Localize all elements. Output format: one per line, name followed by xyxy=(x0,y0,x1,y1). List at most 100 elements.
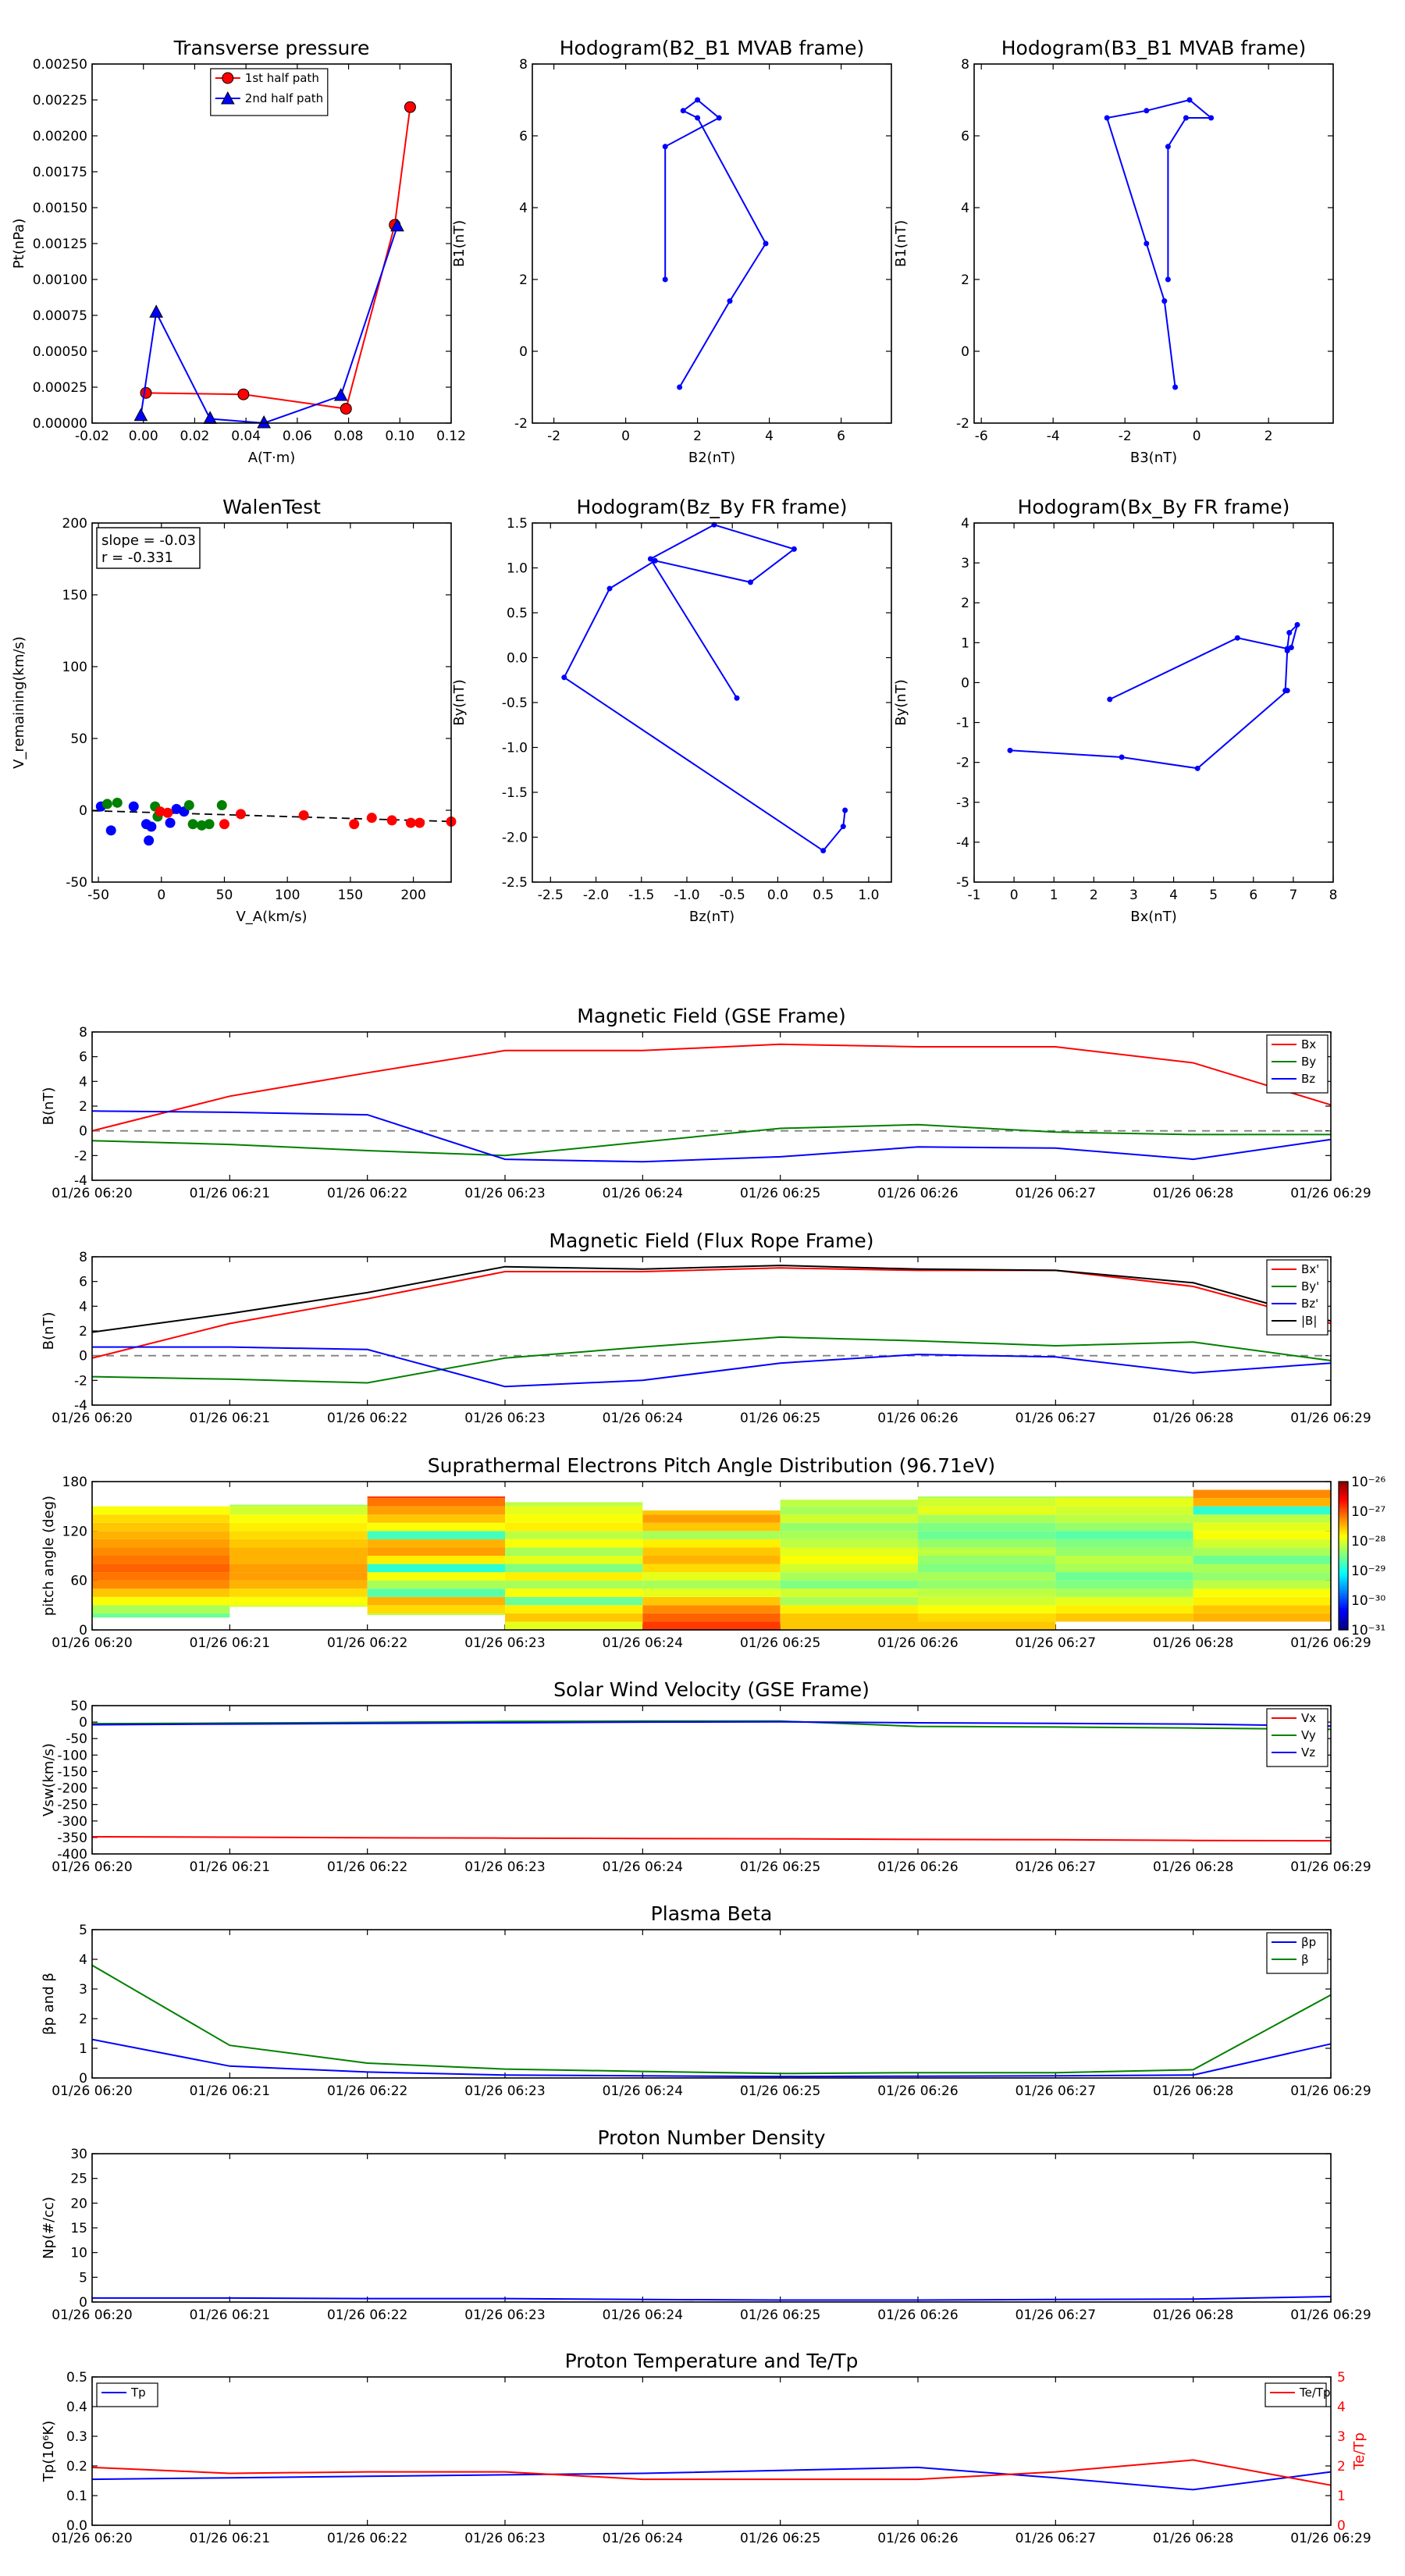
heatmap-cell xyxy=(92,1522,230,1532)
series-line xyxy=(92,1346,1332,1388)
y-tick-label: 0.1 xyxy=(66,2489,87,2504)
colorbar-tick-label: 10⁻²⁹ xyxy=(1351,1564,1385,1579)
y-axis-label: Tp(10⁶K) xyxy=(41,2421,57,2482)
heatmap-cell xyxy=(918,1589,1056,1597)
heatmap-cell xyxy=(367,1580,505,1589)
heatmap-cell xyxy=(918,1531,1056,1539)
x-tick-label: 100 xyxy=(275,888,300,903)
x-tick-label: 0 xyxy=(1193,429,1201,444)
data-point xyxy=(1234,635,1240,641)
heatmap-cell xyxy=(1193,1539,1331,1548)
data-point xyxy=(404,101,416,113)
x-tick-label: 01/26 06:24 xyxy=(603,2307,683,2323)
x-tick-label: 01/26 06:23 xyxy=(464,1635,545,1651)
x-tick-label: 01/26 06:28 xyxy=(1153,1411,1233,1426)
y-tick-label: 150 xyxy=(62,588,87,603)
annotation-box xyxy=(96,527,201,569)
heatmap-cell xyxy=(642,1596,781,1606)
heatmap-cell xyxy=(780,1596,918,1606)
legend-label: β xyxy=(1301,1952,1309,1966)
x-axis-label: B2(nT) xyxy=(688,450,735,466)
y-tick-label: 0.00050 xyxy=(33,344,87,360)
chart-title: Magnetic Field (GSE Frame) xyxy=(577,1005,845,1027)
x-tick-label: 01/26 06:22 xyxy=(327,1411,407,1426)
heatmap-cell xyxy=(367,1539,505,1548)
heatmap-cell xyxy=(918,1613,1056,1622)
y-axis-label: V_remaining(km/s) xyxy=(11,636,27,769)
heatmap-cell xyxy=(918,1621,1056,1630)
data-point xyxy=(105,825,116,836)
x-tick-label: 01/26 06:28 xyxy=(1153,1859,1233,1875)
y-tick-label: 0.00125 xyxy=(33,237,87,252)
heatmap-cell xyxy=(780,1613,918,1622)
plot-frame xyxy=(91,63,452,424)
legend-label: Te/Tp xyxy=(1299,2386,1331,2400)
x-tick-label: 01/26 06:27 xyxy=(1016,2307,1096,2323)
x-tick-label: 01/26 06:24 xyxy=(603,1635,683,1651)
x-tick-label: 01/26 06:28 xyxy=(1153,2083,1233,2099)
heatmap-cell xyxy=(780,1522,918,1532)
legend: Tp xyxy=(96,2382,158,2407)
x-tick-label: 1 xyxy=(1050,888,1058,903)
data-point xyxy=(1284,648,1290,654)
colorbar-step xyxy=(1339,1592,1348,1596)
x-tick-label: -6 xyxy=(975,429,988,444)
y-tick-label: 0 xyxy=(79,1349,87,1364)
colorbar-step xyxy=(1339,1511,1348,1514)
chart-walen: WalenTest -50 0 50 100 150 200 -50 0 50 100 150 200 V… xyxy=(11,496,457,925)
heatmap-cell xyxy=(1193,1547,1331,1556)
legend-box xyxy=(1266,1932,1329,1974)
data-point xyxy=(414,817,425,828)
heatmap-cell xyxy=(918,1556,1056,1564)
data-point xyxy=(101,799,112,809)
x-tick-label: -0.5 xyxy=(720,888,745,903)
x-tick-label: 01/26 06:21 xyxy=(190,1411,270,1426)
y-tick-label: -4 xyxy=(956,835,969,851)
colorbar-step xyxy=(1339,1514,1348,1517)
data-point xyxy=(386,815,397,826)
x-tick-label: -50 xyxy=(87,888,109,903)
data-point xyxy=(183,800,194,811)
x-tick-label: -2.5 xyxy=(538,888,564,903)
heatmap-cell xyxy=(505,1605,643,1614)
series-line xyxy=(91,2466,1332,2491)
data-point xyxy=(237,388,250,400)
plot-frame xyxy=(91,2153,1332,2303)
data-point xyxy=(716,115,722,121)
x-tick-label: 2 xyxy=(1264,429,1273,444)
data-point xyxy=(820,848,827,854)
x-tick-label: 01/26 06:24 xyxy=(603,1411,683,1426)
x-tick-label: 01/26 06:29 xyxy=(1290,1859,1371,1875)
y-tick-label: 0.0 xyxy=(507,651,528,667)
fit-line xyxy=(91,809,452,823)
colorbar-step xyxy=(1339,1491,1348,1495)
data-point xyxy=(128,801,139,812)
heatmap-cell xyxy=(918,1539,1056,1548)
x-tick-label: 01/26 06:25 xyxy=(740,1859,820,1875)
heatmap-cell xyxy=(229,1504,368,1507)
y-tick-label: 6 xyxy=(519,129,528,144)
y-tick-label: 4 xyxy=(79,1952,87,1968)
heatmap-cell xyxy=(229,1514,368,1523)
chart-title: Suprathermal Electrons Pitch Angle Distr… xyxy=(428,1454,995,1477)
x-tick-label: 01/26 06:20 xyxy=(52,2083,132,2099)
colorbar-step xyxy=(1339,1575,1348,1578)
colorbar-tick-label: 10⁻²⁶ xyxy=(1351,1475,1385,1490)
x-tick-label: 5 xyxy=(1209,888,1218,903)
annotation-r: r = -0.331 xyxy=(101,550,173,566)
colorbar-step xyxy=(1339,1605,1348,1608)
heatmap-cell xyxy=(505,1564,643,1573)
x-tick-label: 01/26 06:28 xyxy=(1153,1635,1233,1651)
x-tick-label: 01/26 06:20 xyxy=(52,2531,132,2546)
plot-frame xyxy=(532,63,892,424)
legend-label: Bx xyxy=(1301,1037,1316,1051)
y-tick-label: 60 xyxy=(70,1574,87,1589)
data-point xyxy=(349,819,360,830)
y-tick-label: 50 xyxy=(70,731,87,747)
y-tick-label: -150 xyxy=(57,1764,87,1780)
chart-title: Magnetic Field (Flux Rope Frame) xyxy=(549,1229,873,1252)
heatmap-cell xyxy=(1055,1572,1193,1581)
x-tick-label: 01/26 06:29 xyxy=(1290,2307,1371,2323)
x-tick-label: 0 xyxy=(157,888,165,903)
x-tick-label: 0.5 xyxy=(813,888,834,903)
